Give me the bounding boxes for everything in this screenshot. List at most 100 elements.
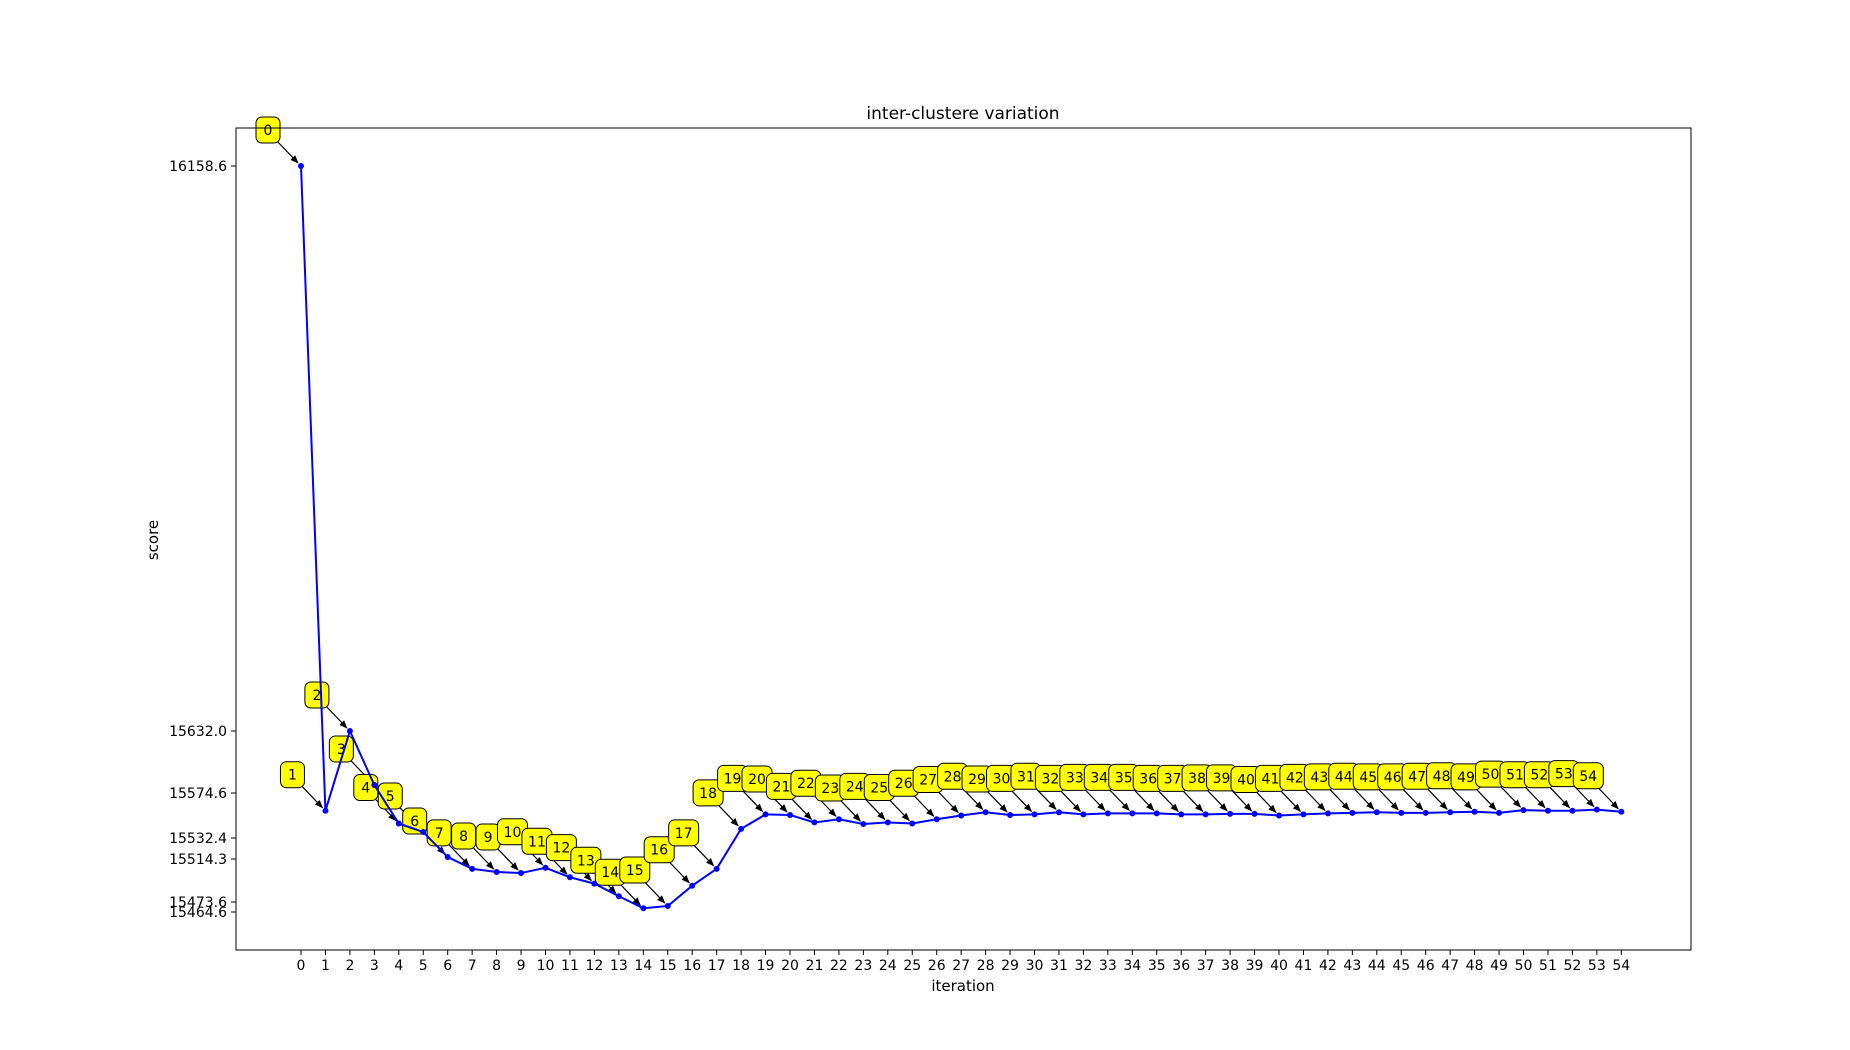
data-point [1178,811,1185,818]
data-point [860,821,867,828]
annotation-label: 15 [626,863,644,879]
x-tick-label: 41 [1295,958,1313,974]
annotation-label: 52 [1530,768,1548,784]
data-point [1276,812,1282,819]
annotation-label: 46 [1384,770,1402,786]
annotation-label: 27 [919,773,937,789]
x-tick-label: 12 [585,958,603,974]
annotation-label: 10 [504,825,522,841]
x-tick-label: 47 [1441,958,1459,974]
data-point [1373,809,1380,816]
x-tick-label: 25 [903,958,921,974]
annotation-label: 6 [410,814,419,830]
x-tick-label: 9 [517,958,526,974]
data-point [1569,807,1576,814]
x-tick-label: 6 [443,958,452,974]
data-point [1447,809,1454,816]
x-tick-label: 39 [1246,958,1264,974]
annotation-arrow [1498,783,1522,808]
data-point [689,882,696,889]
x-tick-label: 31 [1050,958,1068,974]
x-tick-label: 3 [370,958,379,974]
annotation-label: 32 [1041,771,1059,787]
x-tick-label: 16 [683,958,701,974]
annotation-label: 12 [552,841,570,857]
annotation-arrow [1400,786,1424,811]
x-tick-label: 44 [1368,958,1386,974]
data-point [713,865,720,872]
annotation-label: 45 [1359,770,1377,786]
annotation-label: 39 [1213,771,1231,787]
x-tick-label: 2 [345,958,354,974]
x-tick-label: 49 [1490,958,1508,974]
annotation-label: 38 [1188,771,1206,787]
x-tick-label: 4 [394,958,403,974]
x-tick-label: 21 [806,958,824,974]
x-tick-label: 29 [1001,958,1019,974]
annotation-arrow [1522,784,1546,809]
y-tick-label: 15632.0 [169,724,227,740]
annotation-label: 5 [386,789,395,805]
data-point [615,893,622,900]
plot-frame [235,127,1692,951]
y-tick-label: 15574.6 [169,786,227,802]
annotation-label: 7 [435,826,444,842]
x-tick-label: 38 [1221,958,1239,974]
x-tick-label: 20 [781,958,799,974]
x-axis-label: iteration [931,977,994,995]
annotation-label: 44 [1335,769,1353,785]
x-tick-label: 1 [321,958,330,974]
annotation-label: 17 [675,826,693,842]
data-point [664,903,671,909]
annotation-arrow [495,846,519,871]
x-tick-label: 22 [830,958,848,974]
x-tick-label: 0 [297,958,306,974]
y-axis: 16158.6 15632.0 15574.6 15532.4 15514.3 15473… [169,159,236,921]
annotation-arrow [837,797,861,822]
data-point [395,820,402,827]
data-point [884,819,891,826]
annotation-label: 54 [1579,769,1597,785]
x-tick-label: 13 [610,958,628,974]
data-point [1422,809,1429,816]
data-point [444,854,451,861]
annotation-label: 53 [1555,767,1573,783]
annotation-label: 29 [968,772,986,788]
annotation-label: 0 [264,123,273,139]
y-axis-label: score [144,520,162,560]
annotation-box [619,856,651,884]
annotation-label: 48 [1433,769,1451,785]
annotation-arrow [1595,785,1619,810]
annotation-label: 37 [1164,771,1182,787]
annotation-label: 26 [895,776,913,792]
annotation-arrow [886,797,910,822]
annotation-label: 40 [1237,773,1255,789]
y-tick-label: 16158.6 [169,159,227,175]
x-tick-label: 8 [492,958,501,974]
annotation-box [304,681,330,709]
x-tick-label: 5 [419,958,428,974]
annotation-arrow [1302,786,1326,811]
data-point [298,163,304,169]
annotation-label: 47 [1408,769,1426,785]
x-tick-label: 23 [854,958,872,974]
x-tick-label: 36 [1172,958,1190,974]
annotation-label: 16 [650,843,668,859]
annotation-arrow [300,784,324,809]
annotation-arrow [1473,786,1497,811]
data-point [1080,811,1087,818]
x-tick-label: 51 [1539,958,1557,974]
data-point [933,816,940,823]
data-point [518,870,525,877]
x-tick-label: 45 [1392,958,1410,974]
annotation-label: 51 [1506,768,1524,784]
data-point [1593,806,1600,813]
x-tick-label: 32 [1074,958,1092,974]
annotation-box [255,116,281,144]
annotation-label: 33 [1066,770,1084,786]
y-tick-label: 15473.6 [169,895,227,911]
x-tick-label: 50 [1515,958,1533,974]
data-point [1007,811,1014,818]
